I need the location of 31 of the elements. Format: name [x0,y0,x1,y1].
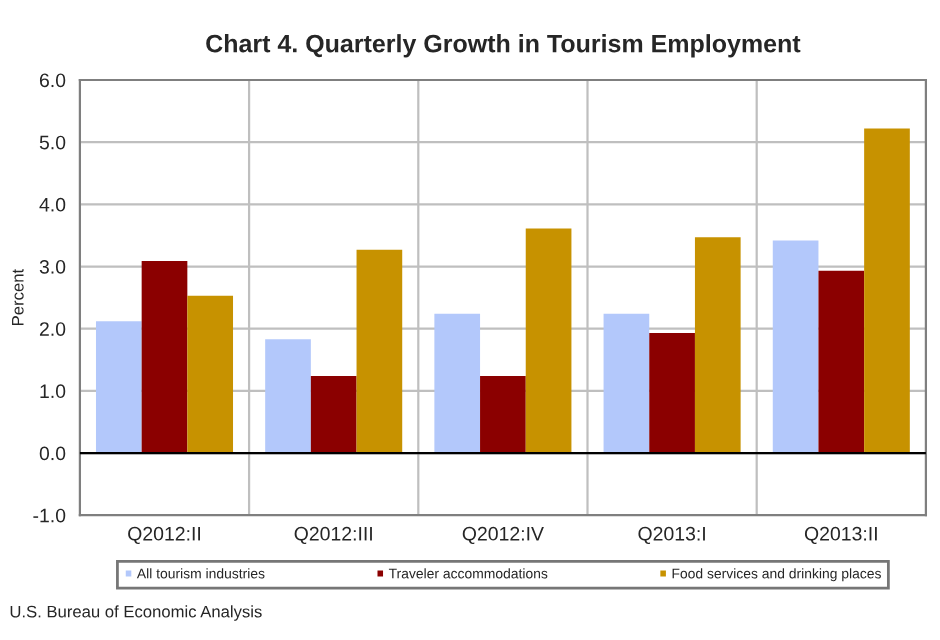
y-tick-label: 4.0 [39,197,66,212]
bar [649,333,695,454]
bar [95,321,142,454]
chart-title: Chart 4. Quarterly Growth in Tourism Employment [206,34,801,58]
bar [480,375,526,454]
bar [772,240,819,454]
bar [265,339,311,454]
y-tick-label: 2.0 [39,322,66,336]
x-tick-label: Q2013:I [638,526,705,545]
bar [310,375,357,454]
y-tick-label: -1.0 [33,508,66,523]
y-tick-label: 3.0 [39,259,66,274]
y-tick-label: 1.0 [40,384,66,399]
y-axis-title: Percent [12,269,24,325]
x-tick-label: Q2013:II [804,526,877,545]
x-tick-label: Q2012:II [128,526,200,545]
x-tick-label: Q2012:III [294,526,372,545]
bar [187,295,234,454]
bar [525,228,572,454]
bar [434,313,481,454]
y-tick-label: 0.0 [39,446,66,461]
y-tick-label: 5.0 [39,135,66,150]
bar [141,260,188,454]
bar [694,237,741,454]
text: U.S. Bureau of Economic Analysis [10,605,262,621]
x-tick-label: Q2012:IV [462,526,544,545]
bar [864,128,910,454]
y-tick-label: 6.0 [39,73,66,88]
bar [603,313,650,454]
bar [818,270,865,454]
bar [356,249,403,454]
